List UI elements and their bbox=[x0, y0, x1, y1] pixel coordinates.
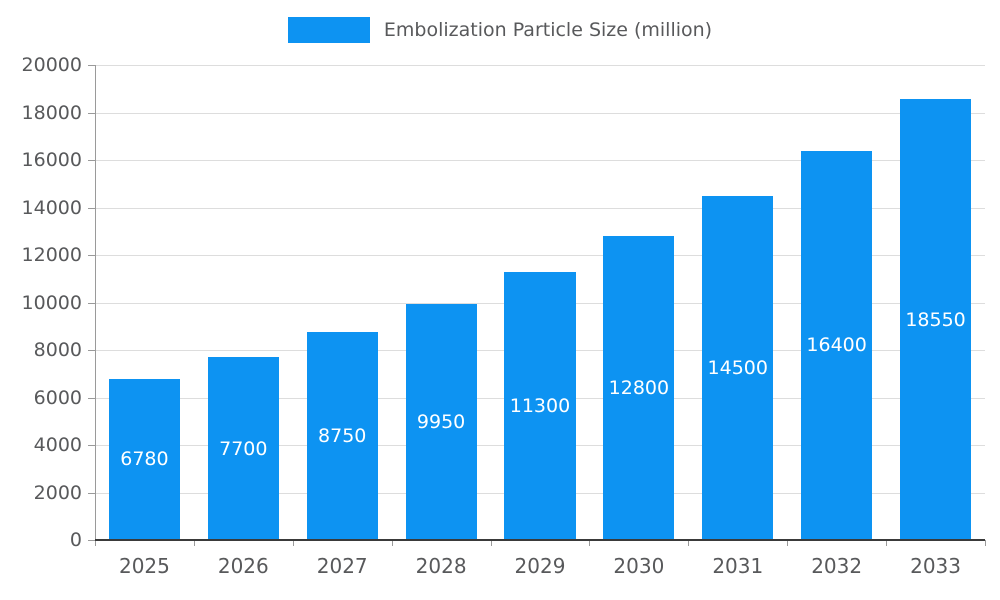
y-axis-tick bbox=[88, 65, 95, 66]
gridline bbox=[95, 255, 985, 256]
y-axis-tick bbox=[88, 350, 95, 351]
gridline bbox=[95, 112, 985, 114]
x-axis-tick bbox=[886, 540, 888, 546]
y-axis-tick-label: 12000 bbox=[21, 244, 82, 266]
y-axis-tick-label: 0 bbox=[69, 529, 82, 551]
x-axis-tick-label: 2032 bbox=[811, 554, 863, 578]
x-axis-tick-label: 2025 bbox=[118, 554, 170, 578]
x-axis-tick bbox=[787, 540, 789, 546]
y-axis-tick-label: 8000 bbox=[33, 339, 82, 361]
x-axis-tick bbox=[193, 540, 195, 546]
y-axis-tick-label: 18000 bbox=[21, 101, 82, 124]
legend-label: Embolization Particle Size (million) bbox=[383, 19, 713, 41]
x-axis-tick bbox=[95, 540, 96, 546]
x-axis-tick-label: 2029 bbox=[514, 554, 566, 578]
y-axis-tick bbox=[88, 492, 95, 494]
bar-value-label: 7700 bbox=[219, 437, 268, 460]
bar-value-label: 8750 bbox=[318, 425, 367, 448]
bar[interactable]: 6780 bbox=[108, 378, 181, 540]
x-axis-tick bbox=[292, 540, 294, 546]
x-axis-tick-label: 2026 bbox=[217, 554, 269, 578]
bar[interactable]: 8750 bbox=[306, 332, 378, 540]
y-axis-tick-label: 10000 bbox=[21, 291, 82, 314]
y-axis-tick bbox=[88, 255, 95, 256]
x-axis-tick bbox=[589, 540, 591, 546]
bar[interactable]: 16400 bbox=[801, 150, 873, 540]
gridline bbox=[95, 160, 985, 161]
bar[interactable]: 9950 bbox=[405, 303, 477, 540]
bar[interactable]: 11300 bbox=[504, 271, 576, 540]
x-axis-tick-label: 2028 bbox=[415, 554, 467, 578]
x-axis-tick bbox=[688, 540, 690, 546]
x-axis-tick-label: 2030 bbox=[613, 554, 665, 578]
legend-item[interactable]: Embolization Particle Size (million) bbox=[0, 17, 1000, 43]
y-axis-tick-label: 14000 bbox=[21, 196, 82, 219]
y-axis-line bbox=[95, 65, 96, 540]
bar-value-label: 16400 bbox=[806, 334, 867, 357]
y-axis-tick bbox=[88, 302, 95, 304]
gridline bbox=[95, 207, 985, 209]
bar-value-label: 12800 bbox=[608, 377, 670, 399]
y-axis-tick-label: 16000 bbox=[21, 149, 82, 171]
bar[interactable]: 12800 bbox=[603, 236, 675, 540]
y-axis-tick bbox=[88, 445, 95, 446]
x-axis-tick-label: 2031 bbox=[712, 554, 764, 578]
bar[interactable]: 7700 bbox=[207, 357, 279, 540]
x-axis-tick-label: 2033 bbox=[910, 554, 961, 578]
bar[interactable]: 18550 bbox=[899, 99, 972, 540]
bar-value-label: 14500 bbox=[707, 356, 768, 379]
y-axis-tick-label: 4000 bbox=[33, 434, 82, 456]
y-axis-tick bbox=[88, 207, 95, 209]
bar-value-label: 9950 bbox=[416, 410, 466, 433]
legend-swatch bbox=[287, 17, 370, 43]
y-axis-tick bbox=[88, 397, 95, 399]
x-axis-line bbox=[95, 539, 985, 541]
bar-value-label: 18550 bbox=[905, 308, 966, 331]
bar-value-label: 11300 bbox=[509, 394, 571, 417]
x-axis-tick bbox=[985, 540, 986, 546]
y-axis-tick-label: 20000 bbox=[21, 54, 82, 76]
x-axis-tick bbox=[490, 540, 492, 546]
x-axis-tick bbox=[391, 540, 393, 546]
bar[interactable]: 14500 bbox=[702, 195, 774, 540]
y-axis-tick-label: 6000 bbox=[33, 386, 82, 409]
y-axis-tick bbox=[88, 112, 95, 114]
y-axis-tick-label: 2000 bbox=[33, 481, 82, 504]
gridline bbox=[95, 65, 985, 66]
y-axis-tick bbox=[88, 160, 95, 161]
y-axis-tick bbox=[88, 540, 95, 541]
bar-value-label: 6780 bbox=[120, 448, 169, 471]
x-axis-tick-label: 2027 bbox=[316, 554, 368, 578]
